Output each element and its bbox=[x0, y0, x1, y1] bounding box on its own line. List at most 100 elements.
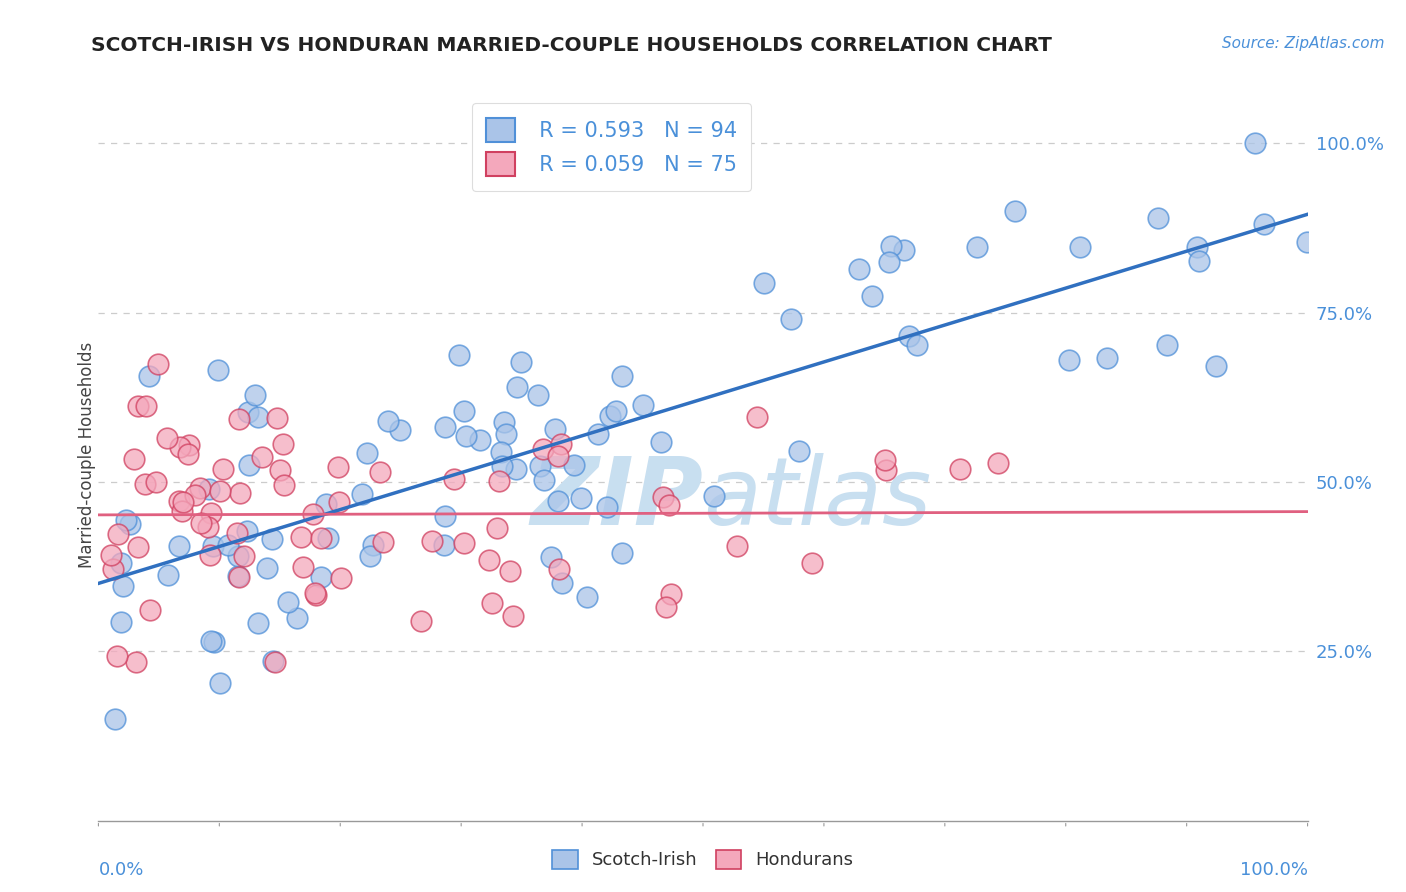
Point bbox=[453, 536, 475, 550]
Point bbox=[510, 355, 533, 369]
Point bbox=[200, 506, 222, 520]
Point bbox=[569, 491, 592, 505]
Point bbox=[481, 596, 503, 610]
Point bbox=[228, 569, 250, 583]
Point bbox=[328, 495, 350, 509]
Point bbox=[434, 420, 457, 434]
Point bbox=[190, 516, 212, 530]
Point bbox=[489, 444, 512, 458]
Point bbox=[368, 466, 391, 480]
Point bbox=[184, 487, 207, 501]
Point bbox=[315, 497, 337, 511]
Text: ZIP: ZIP bbox=[530, 453, 703, 545]
Point bbox=[170, 503, 193, 517]
Point bbox=[893, 243, 915, 257]
Point bbox=[800, 556, 823, 570]
Point bbox=[389, 423, 412, 437]
Point bbox=[177, 447, 200, 461]
Point bbox=[1069, 240, 1091, 254]
Point bbox=[506, 380, 529, 394]
Point bbox=[277, 595, 299, 609]
Point bbox=[491, 458, 513, 473]
Point bbox=[631, 398, 654, 412]
Point bbox=[326, 460, 349, 475]
Point bbox=[290, 530, 312, 544]
Text: 100.0%: 100.0% bbox=[1240, 861, 1308, 879]
Point bbox=[134, 477, 156, 491]
Text: 0.0%: 0.0% bbox=[98, 861, 143, 879]
Point bbox=[533, 473, 555, 487]
Point bbox=[169, 440, 191, 454]
Point bbox=[101, 562, 124, 576]
Point bbox=[547, 493, 569, 508]
Point bbox=[754, 276, 776, 290]
Point bbox=[505, 462, 527, 476]
Point bbox=[177, 438, 200, 452]
Point bbox=[200, 634, 222, 648]
Point bbox=[747, 409, 769, 424]
Point bbox=[599, 409, 621, 424]
Point bbox=[263, 655, 285, 669]
Point bbox=[862, 289, 884, 303]
Point bbox=[157, 568, 180, 582]
Point bbox=[544, 421, 567, 435]
Point bbox=[576, 590, 599, 604]
Point bbox=[478, 552, 501, 566]
Point bbox=[135, 399, 157, 413]
Point bbox=[105, 649, 128, 664]
Point bbox=[373, 535, 395, 549]
Point bbox=[211, 462, 233, 476]
Point bbox=[226, 568, 249, 582]
Point bbox=[873, 453, 896, 467]
Point bbox=[228, 412, 250, 426]
Point bbox=[127, 541, 149, 555]
Point bbox=[236, 524, 259, 538]
Point bbox=[112, 579, 135, 593]
Point bbox=[246, 615, 269, 630]
Point bbox=[655, 599, 678, 614]
Point bbox=[377, 414, 399, 428]
Point bbox=[238, 458, 260, 472]
Point bbox=[262, 532, 284, 546]
Legend:   R = 0.593   N = 94,   R = 0.059   N = 75: R = 0.593 N = 94, R = 0.059 N = 75 bbox=[471, 103, 751, 191]
Point bbox=[409, 614, 432, 628]
Point bbox=[301, 507, 323, 521]
Point bbox=[420, 534, 443, 549]
Point bbox=[605, 403, 627, 417]
Point bbox=[1095, 351, 1118, 365]
Point bbox=[329, 571, 352, 585]
Point bbox=[122, 451, 145, 466]
Point bbox=[433, 508, 456, 523]
Point bbox=[540, 549, 562, 564]
Point bbox=[309, 570, 332, 584]
Point bbox=[208, 483, 231, 498]
Point bbox=[188, 481, 211, 495]
Point bbox=[138, 368, 160, 383]
Point bbox=[1205, 359, 1227, 374]
Point bbox=[252, 450, 274, 465]
Point bbox=[787, 444, 810, 458]
Point bbox=[305, 588, 328, 602]
Point bbox=[468, 434, 491, 448]
Point bbox=[447, 348, 470, 362]
Point bbox=[1004, 203, 1026, 218]
Point bbox=[285, 611, 308, 625]
Point bbox=[104, 713, 127, 727]
Point bbox=[229, 486, 252, 500]
Point bbox=[110, 615, 132, 629]
Point bbox=[292, 560, 315, 574]
Point bbox=[217, 538, 239, 552]
Point bbox=[138, 603, 160, 617]
Point bbox=[361, 538, 384, 552]
Point bbox=[486, 521, 509, 535]
Point bbox=[110, 556, 132, 570]
Y-axis label: Married-couple Households: Married-couple Households bbox=[79, 342, 96, 568]
Point bbox=[443, 472, 465, 486]
Point bbox=[880, 238, 903, 252]
Point bbox=[209, 675, 232, 690]
Point bbox=[596, 500, 619, 515]
Point bbox=[488, 474, 510, 488]
Point bbox=[703, 489, 725, 503]
Point bbox=[875, 463, 897, 477]
Point bbox=[169, 494, 191, 508]
